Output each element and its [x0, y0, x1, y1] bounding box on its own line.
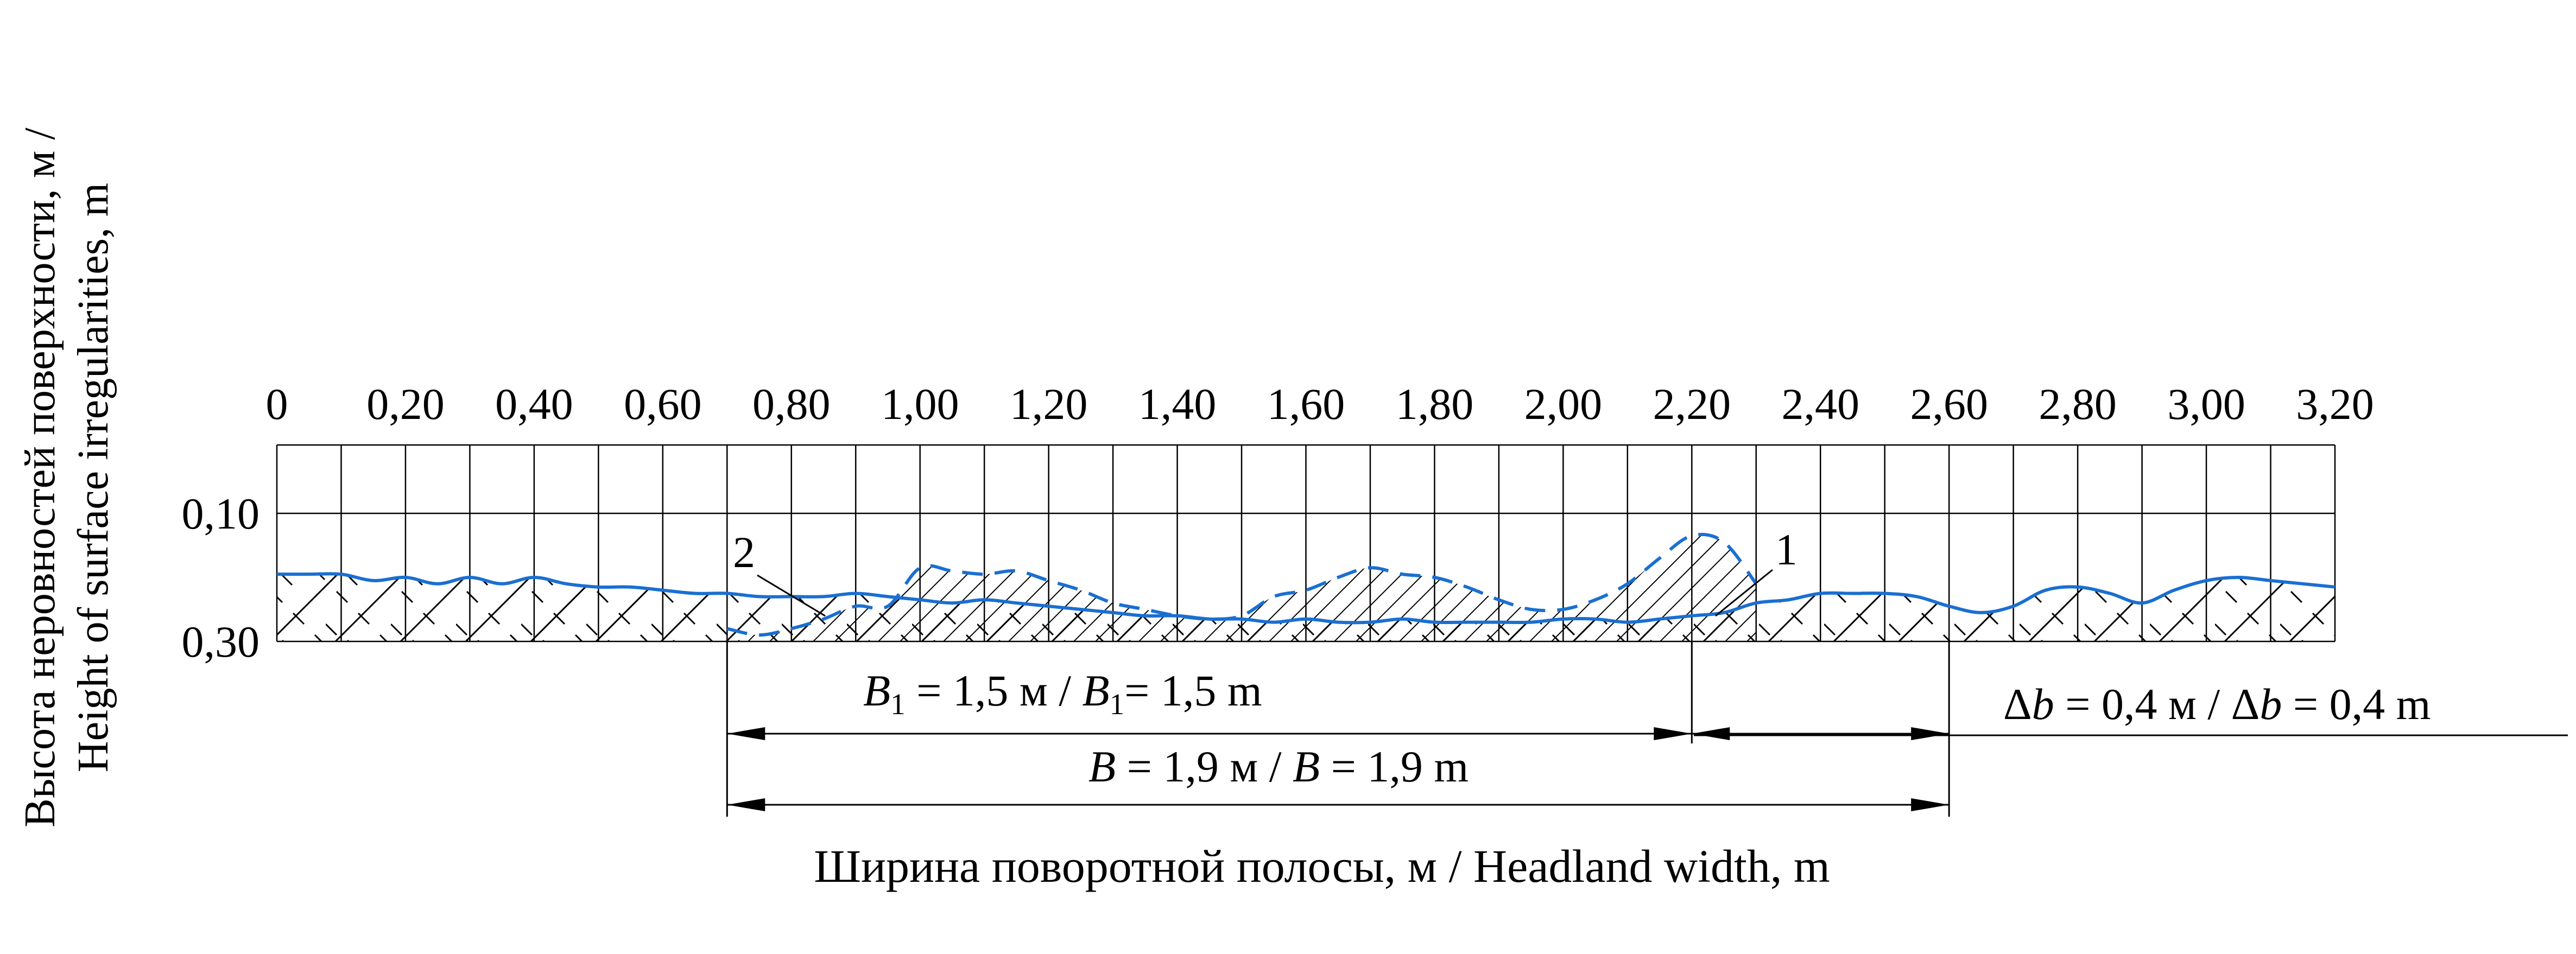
x-tick-label: 2,80	[2039, 379, 2117, 429]
b-dimension-label: B = 1,9 м / B = 1,9 m	[1088, 742, 1469, 791]
x-tick-label: 0	[266, 379, 288, 429]
delta-b-dimension-line-arrow-right	[1911, 727, 1950, 740]
x-tick-label: 3,20	[2296, 379, 2374, 429]
grid-lines	[276, 444, 2336, 643]
delta-b-dimension-label: Δb = 0,4 м / Δb = 0,4 m	[2003, 679, 2431, 729]
delta-b-dimension-line-arrow-left	[1692, 727, 1730, 740]
x-tick-label: 1,00	[881, 379, 959, 429]
x-tick-label: 1,40	[1138, 379, 1217, 429]
x-tick-label: 2,00	[1524, 379, 1603, 429]
x-tick-label: 0,60	[624, 379, 702, 429]
x-tick-labels: 0 0,20 0,40 0,60 0,80 1,00 1,20 1,40 1,60 1,80 2,0…	[266, 379, 2374, 429]
y-axis-label-line-2: Height of surface irregularities, m	[69, 183, 117, 772]
x-tick-label: 1,80	[1396, 379, 1474, 429]
x-tick-label: 2,20	[1653, 379, 1731, 429]
series-1-solid-line	[277, 572, 2336, 625]
x-tick-label: 0,20	[366, 379, 445, 429]
series-lines	[277, 532, 2336, 637]
y-tick-labels: 0,10 0,30	[182, 489, 260, 666]
b1-dimension-line-arrow-left	[727, 727, 765, 740]
y-tick-label: 0,30	[182, 617, 260, 666]
x-tick-label: 0,80	[752, 379, 831, 429]
x-tick-label: 2,40	[1782, 379, 1860, 429]
x-tick-label: 1,20	[1010, 379, 1088, 429]
y-tick-label: 0,10	[182, 489, 260, 538]
b1-dimension-label: B1 = 1,5 м / B1= 1,5 m	[863, 666, 1262, 721]
x-tick-label: 1,60	[1267, 379, 1345, 429]
x-tick-label: 2,60	[1910, 379, 1988, 429]
curve-label-1-leader	[1715, 569, 1773, 617]
b-dimension-line-arrow-left	[727, 798, 765, 811]
curve-label-2-leader	[757, 574, 826, 617]
curve-label-2: 2	[733, 527, 755, 577]
plot-area	[276, 444, 2336, 643]
curve-label-1: 1	[1775, 525, 1797, 574]
dimension-lines	[726, 641, 1950, 817]
y-axis-label-line-1: Высота неровностей поверхности, м /	[16, 128, 64, 828]
series-2-dashed-line	[726, 532, 1758, 637]
x-tick-label: 3,00	[2167, 379, 2245, 429]
x-axis-label: Ширина поворотной полосы, м / Headland w…	[814, 840, 1830, 892]
x-tick-label: 0,40	[495, 379, 573, 429]
b1-dimension-line-arrow-right	[1654, 727, 1692, 740]
b-dimension-line-arrow-right	[1911, 798, 1950, 811]
